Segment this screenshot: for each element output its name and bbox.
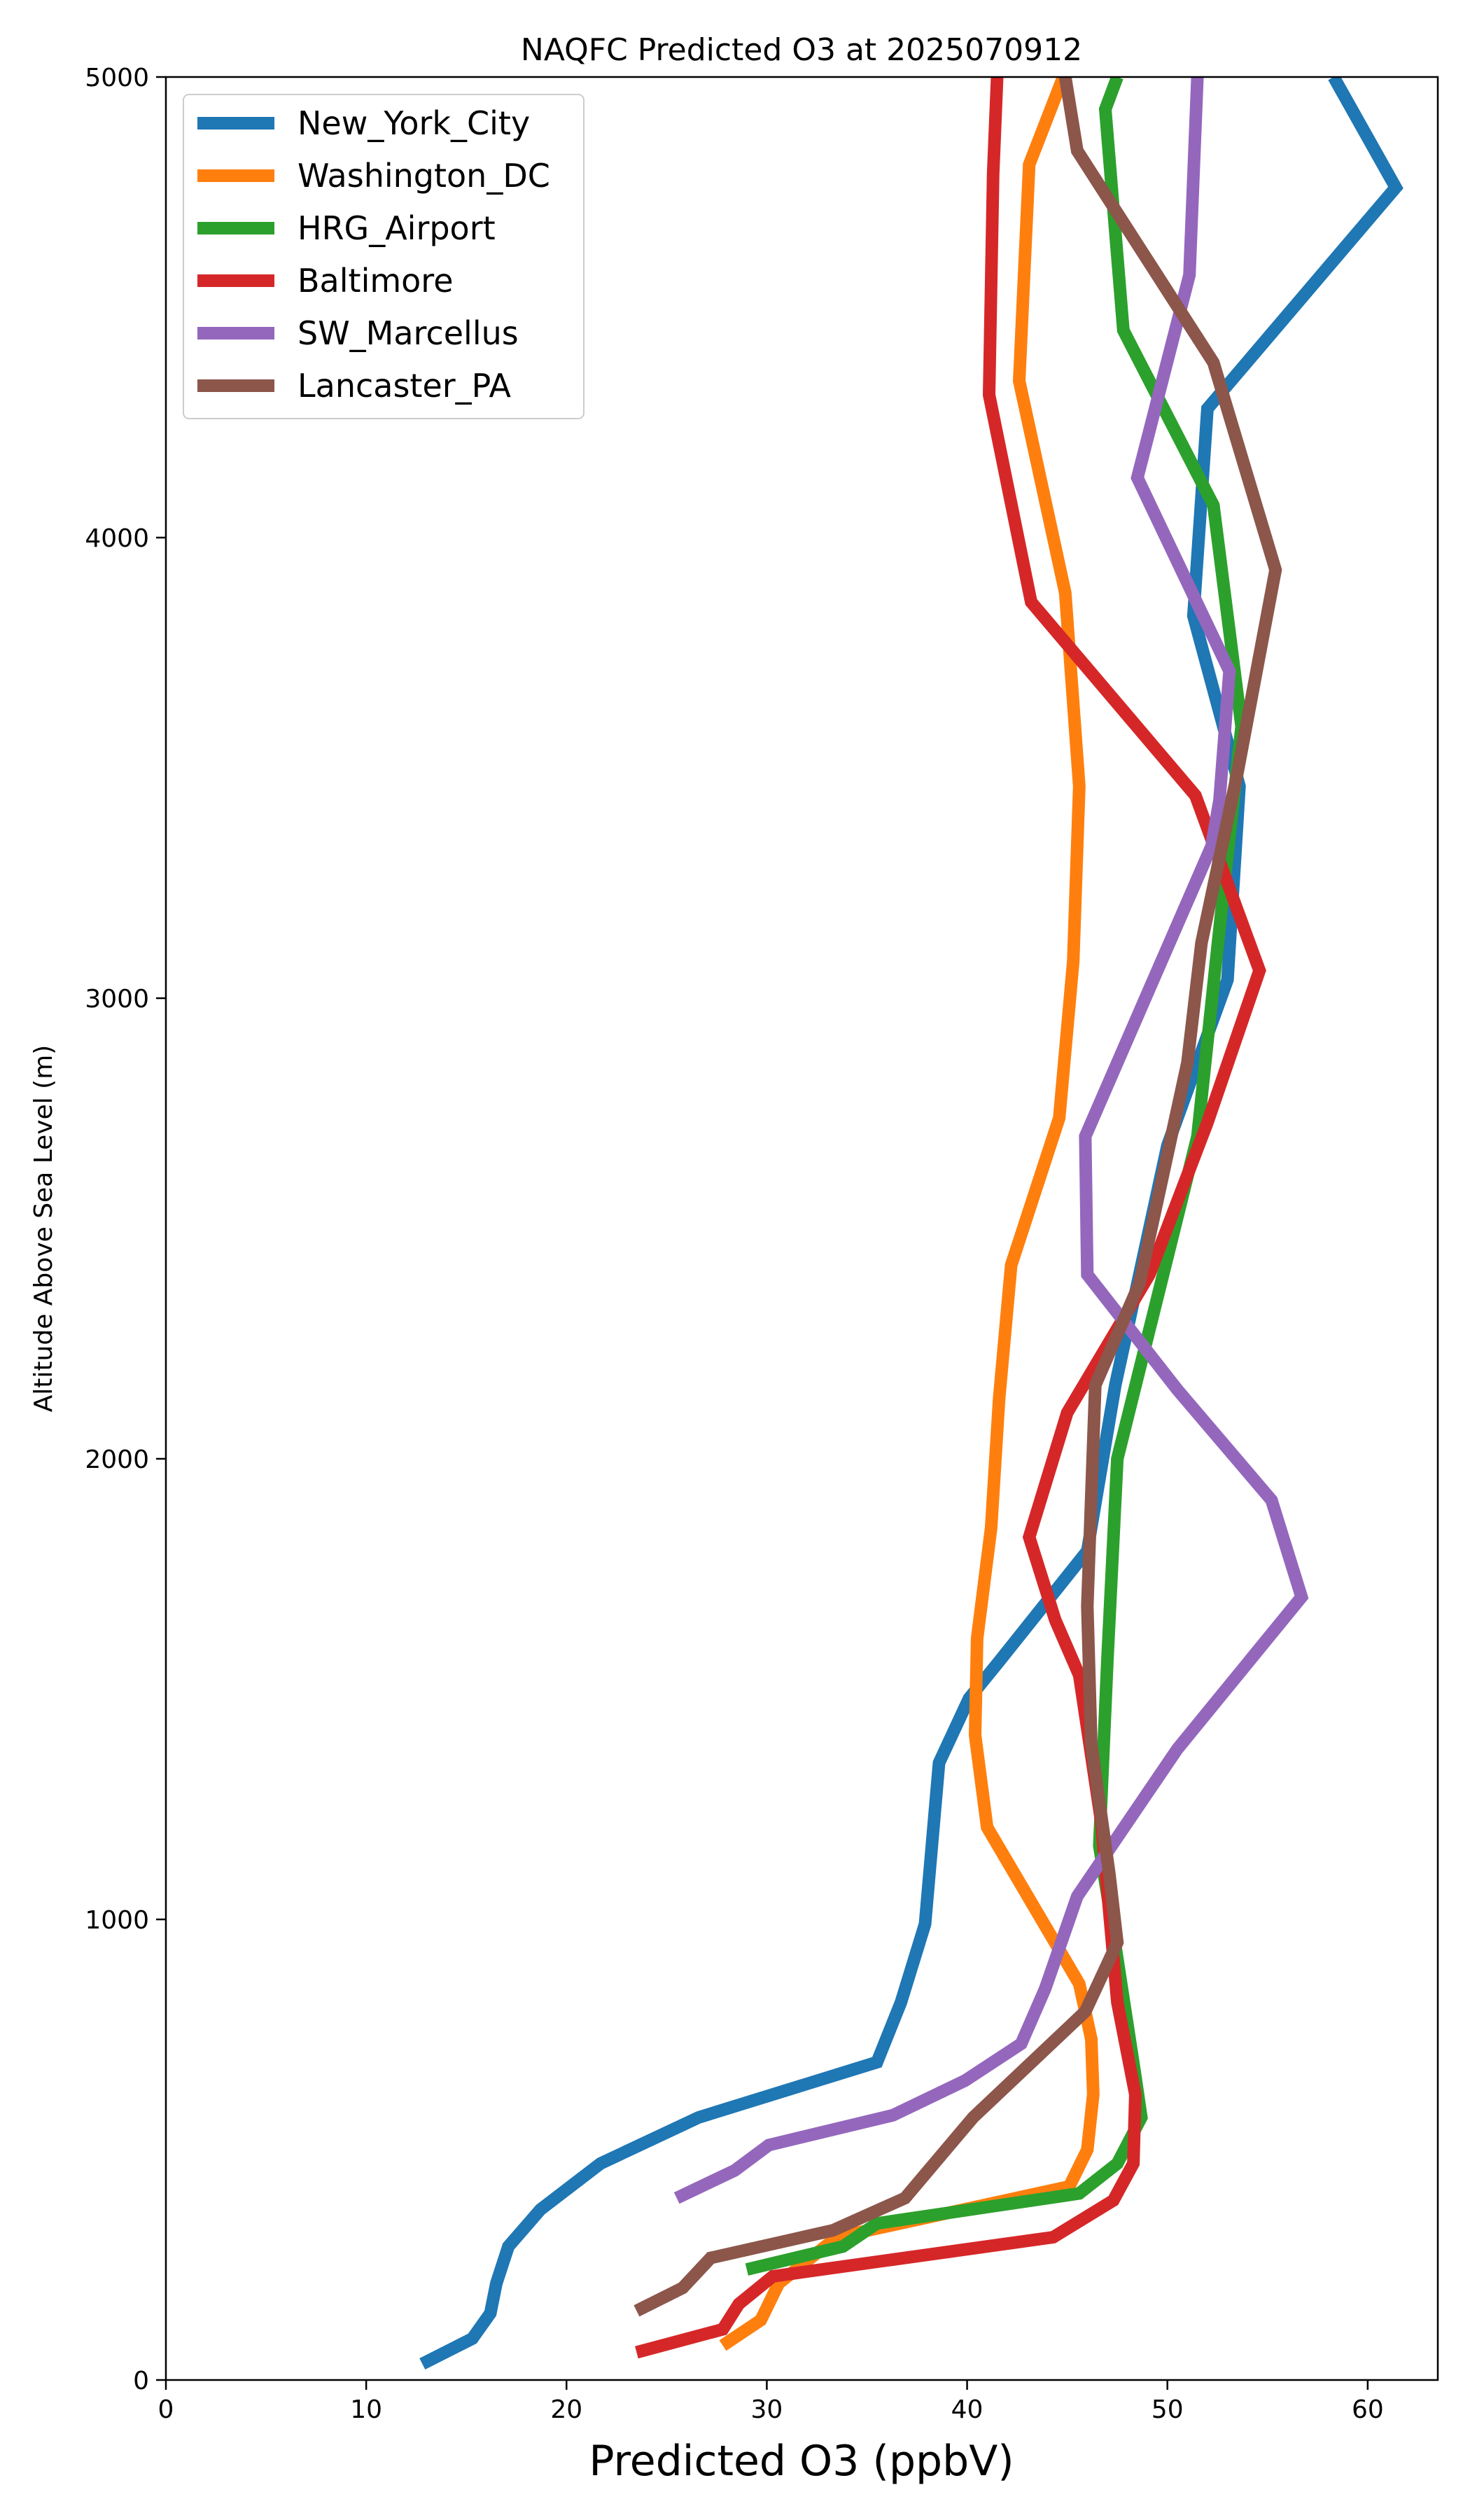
series-line-hrg-airport <box>745 77 1248 2276</box>
y-tick-label: 1000 <box>85 1906 149 1935</box>
x-axis-ticks: 0 10 20 30 40 50 60 <box>158 2380 1384 2424</box>
x-tick-label: 20 <box>550 2395 582 2424</box>
legend: New_York_City Washington_DC HRG_Airport Bal… <box>183 94 584 419</box>
y-axis-label: Altitude Above Sea Level (m) <box>29 1045 58 1413</box>
y-tick-label: 5000 <box>85 64 149 92</box>
legend-label-lancaster-pa: Lancaster_PA <box>298 367 511 405</box>
x-tick-label: 30 <box>751 2395 783 2424</box>
chart-title: NAQFC Predicted O3 at 2025070912 <box>521 32 1082 68</box>
y-axis-ticks: 0 1000 2000 3000 4000 5000 <box>85 64 166 2395</box>
series-line-sw-marcellus <box>673 77 1309 2204</box>
y-tick-label: 2000 <box>85 1446 149 1474</box>
legend-label-sw-marcellus: SW_Marcellus <box>298 314 519 352</box>
x-tick-label: 50 <box>1152 2395 1184 2424</box>
legend-label-hrg-airport: HRG_Airport <box>298 209 496 247</box>
y-tick-label: 3000 <box>85 985 149 1014</box>
x-axis-label: Predicted O3 (ppbV) <box>589 2437 1014 2486</box>
legend-label-new-york-city: New_York_City <box>298 104 530 142</box>
legend-frame <box>183 94 584 419</box>
legend-label-baltimore: Baltimore <box>298 262 454 300</box>
series-line-baltimore <box>635 77 1266 2359</box>
series-layer <box>419 77 1404 2370</box>
plot-frame <box>164 76 1439 2381</box>
x-tick-label: 40 <box>951 2395 983 2424</box>
y-tick-label: 4000 <box>85 524 149 553</box>
x-tick-label: 60 <box>1352 2395 1384 2424</box>
series-line-lancaster-pa <box>634 77 1282 2317</box>
x-tick-label: 0 <box>158 2395 174 2424</box>
legend-label-washington-dc: Washington_DC <box>298 157 550 195</box>
y-tick-label: 0 <box>133 2367 149 2395</box>
x-tick-label: 10 <box>350 2395 382 2424</box>
